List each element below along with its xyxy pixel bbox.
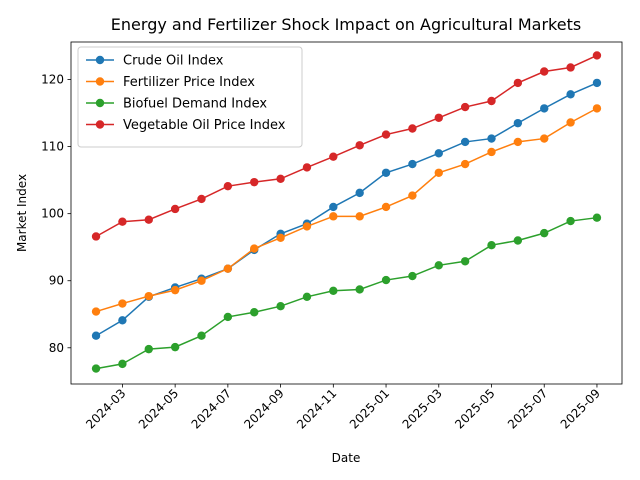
data-point (118, 299, 127, 308)
data-point (170, 285, 180, 295)
data-point (91, 307, 101, 316)
data-point (302, 292, 312, 302)
legend: Crude Oil Index Fertilizer Price Index Bio… (77, 46, 303, 148)
legend-box (77, 46, 303, 148)
data-point (329, 212, 338, 221)
series-line-0 (95, 82, 598, 337)
legend-label: Vegetable Oil Price Index (123, 118, 286, 133)
data-point (381, 168, 391, 177)
data-point (434, 113, 443, 122)
y-tick-label: 90 (49, 274, 64, 288)
data-point (118, 359, 127, 369)
data-point (592, 51, 602, 60)
data-point (144, 215, 153, 224)
data-point (566, 63, 575, 72)
data-point (250, 177, 259, 187)
legend-marker (95, 77, 105, 86)
legend-label: Fertilizer Price Index (123, 75, 255, 90)
data-point (513, 118, 523, 128)
data-point (566, 216, 575, 226)
data-point (408, 191, 417, 200)
data-point (487, 134, 496, 143)
data-point (197, 276, 206, 285)
data-point (197, 331, 206, 340)
data-point (223, 312, 233, 322)
data-point (381, 202, 391, 212)
data-point (381, 275, 391, 285)
chart-title: Energy and Fertilizer Shock Impact on Ag… (111, 15, 581, 34)
data-point (276, 302, 285, 311)
legend-label: Crude Oil Index (123, 54, 224, 69)
series-line-3 (95, 54, 598, 238)
legend-label: Biofuel Demand Index (123, 97, 267, 112)
data-point (513, 236, 523, 245)
data-point (381, 130, 391, 139)
data-point (170, 342, 180, 352)
data-point (460, 159, 470, 169)
data-point (223, 181, 233, 191)
data-point (91, 331, 101, 340)
data-point (540, 104, 549, 113)
data-point (302, 222, 312, 231)
data-point (566, 118, 575, 127)
data-point (408, 271, 417, 281)
data-point (118, 217, 127, 226)
data-point (355, 141, 364, 150)
data-point (250, 308, 259, 317)
data-point (592, 213, 602, 222)
data-point (197, 194, 206, 204)
data-point (223, 264, 233, 273)
y-axis-label: Market Index (15, 174, 29, 252)
data-point (513, 137, 523, 147)
data-point (144, 344, 153, 354)
data-point (276, 174, 285, 183)
data-point (540, 228, 549, 238)
data-point (460, 102, 470, 112)
data-point (540, 67, 549, 76)
data-point (91, 364, 101, 373)
data-point (329, 152, 338, 161)
data-point (434, 168, 443, 177)
data-point (329, 202, 338, 212)
axes-frame (70, 41, 623, 385)
y-tick-label: 110 (41, 140, 64, 154)
data-point (460, 257, 470, 266)
series-line-1 (95, 107, 598, 313)
data-point (329, 286, 338, 295)
y-tick-label: 120 (41, 73, 64, 87)
data-point (540, 134, 549, 143)
series-line-2 (95, 216, 598, 370)
data-point (118, 316, 127, 325)
legend-marker (95, 120, 105, 129)
data-point (434, 261, 443, 270)
data-point (513, 78, 523, 88)
data-point (302, 163, 312, 172)
data-point (408, 159, 417, 169)
legend-marker (95, 98, 105, 108)
data-point (170, 204, 180, 214)
data-point (487, 147, 496, 157)
data-point (487, 96, 496, 106)
y-tick-label: 80 (49, 341, 64, 355)
data-point (144, 291, 153, 301)
x-axis-label: Date (332, 451, 361, 465)
data-point (355, 212, 364, 221)
data-point (276, 233, 285, 243)
data-point (434, 149, 443, 158)
data-point (355, 285, 364, 294)
data-point (91, 232, 101, 241)
data-point (250, 244, 259, 253)
data-point (460, 137, 470, 147)
data-point (408, 124, 417, 133)
data-point (487, 240, 496, 250)
data-point (355, 188, 364, 198)
legend-marker (95, 55, 105, 65)
data-point (592, 78, 602, 88)
y-tick-label: 100 (41, 207, 64, 221)
data-point (566, 90, 575, 99)
data-point (592, 104, 602, 113)
